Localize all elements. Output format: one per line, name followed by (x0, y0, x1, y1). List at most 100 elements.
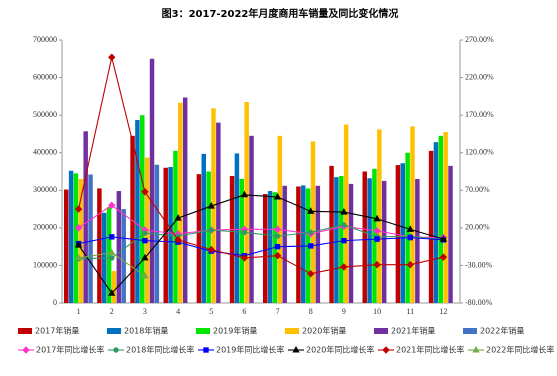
legend-swatch (374, 328, 388, 334)
x-tick-label: 11 (406, 307, 414, 316)
line (78, 224, 444, 260)
bar (267, 191, 273, 303)
legend-label: 2019年销量 (213, 326, 257, 336)
bar (348, 183, 354, 303)
y2-tick-label: 20.00% (465, 223, 490, 232)
line-marker (108, 201, 116, 210)
line-marker (207, 245, 215, 254)
legend-marker (292, 345, 300, 353)
x-tick-label: 3 (143, 307, 147, 316)
line-marker (141, 253, 149, 261)
line-marker (74, 224, 83, 232)
line-marker (439, 235, 448, 242)
y2-tick-label: 220.00% (465, 72, 494, 81)
y2-tick-label: 120.00% (465, 148, 494, 157)
bar (381, 180, 387, 303)
x-tick-label: 4 (176, 307, 180, 316)
line-marker (109, 255, 115, 261)
line-marker (374, 236, 380, 242)
bar (443, 132, 448, 303)
bar (121, 209, 126, 303)
line-marker (74, 205, 83, 213)
legend-marker (203, 347, 209, 353)
bar (377, 129, 382, 303)
bar (405, 152, 410, 303)
y-tick-label: 500000 (33, 110, 57, 119)
x-tick-label: 5 (209, 307, 213, 316)
line-marker (141, 188, 149, 196)
bar (301, 185, 306, 303)
bar (63, 189, 69, 303)
y2-tick-label: 170.00% (465, 110, 494, 119)
bar (262, 194, 268, 303)
line-marker (340, 208, 348, 215)
line-marker (74, 253, 83, 261)
line-marker (340, 263, 348, 271)
line-marker (109, 234, 115, 240)
bar (395, 165, 401, 303)
bar (367, 178, 372, 303)
bar (149, 58, 155, 304)
line-marker (373, 214, 381, 222)
bar (206, 171, 211, 303)
bar (111, 271, 117, 303)
legend-label: 2019年同比增长率 (216, 345, 284, 355)
legend-label: 2020年销量 (302, 326, 346, 336)
line-marker (407, 234, 413, 241)
bar (116, 191, 122, 303)
line-marker (274, 233, 281, 239)
line (78, 204, 444, 239)
legend-label: 2021年同比增长率 (396, 345, 464, 355)
line (78, 236, 444, 257)
x-tick-label: 12 (439, 307, 447, 316)
legend-marker (472, 345, 480, 353)
y-tick-label: 0 (53, 298, 57, 307)
legend-marker (382, 346, 390, 354)
y-tick-label: 200000 (33, 223, 57, 232)
line-marker (373, 260, 381, 269)
bar (438, 135, 444, 303)
bar (415, 179, 420, 303)
bar (239, 179, 245, 303)
bar (216, 122, 221, 304)
line-marker (341, 237, 347, 244)
legend-swatch (196, 328, 210, 334)
bar (400, 163, 405, 303)
bar (182, 97, 188, 303)
line-marker (240, 254, 249, 262)
line-marker (439, 253, 448, 261)
bar (334, 177, 339, 303)
line-marker (273, 193, 282, 200)
legend-marker (22, 346, 30, 354)
bar (277, 135, 283, 303)
legend-label: 2017年销量 (35, 326, 79, 336)
chart-title: 图3：2017-2022年月度商用车销量及同比变化情况 (162, 7, 399, 20)
line-marker (373, 227, 381, 235)
bar (428, 150, 434, 303)
bar (135, 120, 140, 303)
y-tick-label: 700000 (33, 35, 57, 44)
line-marker (240, 190, 249, 198)
line-marker (142, 230, 148, 236)
line-marker (406, 260, 414, 269)
line-marker (108, 53, 116, 61)
line-marker (273, 225, 282, 234)
line-marker (108, 289, 116, 296)
x-tick-label: 10 (373, 307, 381, 316)
bar (130, 135, 135, 303)
line-marker (174, 214, 182, 221)
x-tick-label: 2 (110, 307, 114, 316)
line-marker (307, 207, 315, 214)
bar (88, 174, 93, 303)
legend-label: 2017年同比增长率 (36, 345, 104, 355)
y2-tick-label: -30.00% (465, 260, 493, 269)
legend-label: 2021年销量 (391, 326, 435, 336)
bar (229, 176, 235, 303)
line-marker (74, 241, 83, 248)
line-marker (406, 225, 414, 232)
y-tick-label: 300000 (33, 185, 57, 194)
line-marker (142, 237, 148, 244)
bar (362, 171, 367, 303)
bar (282, 185, 287, 303)
line (78, 194, 444, 295)
